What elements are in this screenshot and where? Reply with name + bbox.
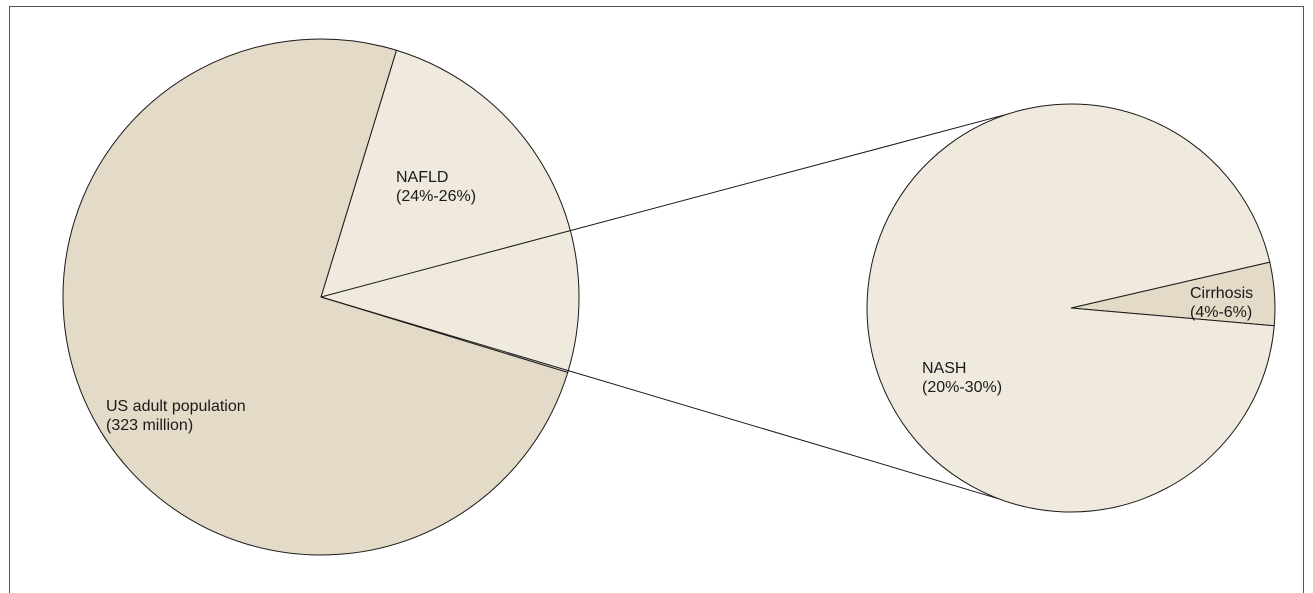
data-label-cirrhosis: Cirrhosis (4%-6%) (1190, 285, 1258, 321)
data-label-nash: NASH (20%-30%) (922, 360, 1002, 396)
pie-slice-us-adult-population (62, 38, 569, 556)
data-label-cirrhosis-range: (4%-6%) (1190, 304, 1252, 321)
data-label-nafld-name: NAFLD (396, 169, 448, 186)
data-label-nash-range: (20%-30%) (922, 379, 1002, 396)
data-label-nafld-range: (24%-26%) (396, 188, 476, 205)
data-label-cirrhosis-name: Cirrhosis (1190, 285, 1253, 302)
connector-line-top (320, 109, 1024, 298)
detail-pie (866, 103, 1276, 513)
figure-frame (9, 6, 1304, 593)
data-label-us-adult-population-name: US adult population (106, 398, 246, 415)
data-label-nafld: NAFLD (24%-26%) (396, 169, 476, 205)
connector-lines (320, 109, 1024, 507)
connector-line-bottom (320, 296, 1024, 507)
data-label-nash-name: NASH (922, 360, 966, 377)
data-label-us-adult-population-range: (323 million) (106, 417, 193, 434)
main-pie (62, 38, 580, 556)
pie-slice-nash (866, 103, 1275, 513)
pie-slice-nafld (320, 49, 580, 374)
data-label-us-adult-population: US adult population (323 million) (106, 398, 250, 434)
